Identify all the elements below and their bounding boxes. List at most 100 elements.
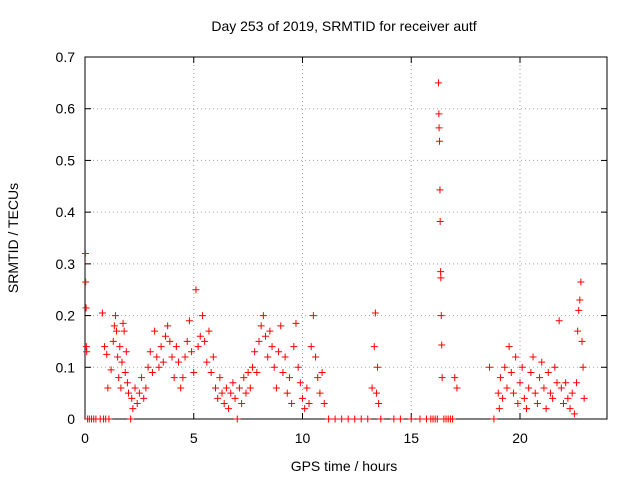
- data-point: [238, 399, 246, 407]
- data-point: [82, 304, 90, 312]
- data-point: [168, 353, 176, 361]
- data-point: [574, 327, 582, 335]
- data-point: [218, 389, 226, 397]
- data-point: [325, 415, 333, 423]
- data-point: [257, 322, 265, 330]
- data-point: [183, 337, 191, 345]
- data-point: [529, 353, 537, 361]
- data-point: [549, 394, 557, 402]
- data-point: [135, 389, 143, 397]
- data-point: [146, 348, 154, 356]
- data-point: [451, 374, 459, 382]
- data-point: [536, 374, 544, 382]
- data-point: [266, 327, 274, 335]
- data-point: [309, 312, 317, 320]
- data-point: [188, 348, 196, 356]
- y-tick-label: 0.4: [56, 204, 76, 220]
- data-point: [370, 343, 378, 351]
- data-point: [407, 415, 415, 423]
- data-point: [129, 405, 137, 413]
- data-point: [320, 399, 328, 407]
- data-point: [551, 363, 559, 371]
- data-point: [212, 384, 219, 392]
- data-point: [372, 389, 380, 397]
- y-tick-label: 0.1: [56, 359, 76, 375]
- data-point: [505, 343, 513, 351]
- x-tick-label: 10: [295, 430, 311, 446]
- data-point: [305, 399, 313, 407]
- data-point: [512, 353, 520, 361]
- data-point: [281, 353, 289, 361]
- data-point: [516, 379, 524, 387]
- data-point: [196, 332, 204, 340]
- data-point: [105, 415, 113, 423]
- data-point: [253, 368, 261, 376]
- data-point: [264, 353, 272, 361]
- data-point: [203, 358, 211, 366]
- data-point: [503, 384, 511, 392]
- data-point: [555, 317, 563, 325]
- data-point: [181, 353, 189, 361]
- data-points: [81, 79, 588, 423]
- data-point: [121, 368, 129, 376]
- data-point: [578, 337, 586, 345]
- data-point: [177, 384, 185, 392]
- data-point: [222, 384, 230, 392]
- data-point: [416, 415, 424, 423]
- data-point: [368, 384, 376, 392]
- data-point: [518, 363, 526, 371]
- data-point: [344, 415, 352, 423]
- data-point: [114, 353, 122, 361]
- y-tick-label: 0.7: [56, 49, 76, 65]
- data-point: [331, 415, 339, 423]
- data-point: [166, 337, 174, 345]
- data-point: [318, 368, 326, 376]
- data-point: [198, 312, 206, 320]
- data-point: [496, 374, 504, 382]
- data-point: [303, 384, 311, 392]
- data-point: [377, 415, 385, 423]
- data-point: [207, 368, 215, 376]
- data-point: [436, 217, 444, 225]
- data-point: [575, 306, 583, 314]
- chart-title: Day 253 of 2019, SRMTID for receiver aut…: [211, 18, 476, 34]
- data-point: [161, 332, 169, 340]
- data-point: [486, 363, 494, 371]
- data-point: [142, 384, 150, 392]
- data-point: [437, 274, 445, 282]
- x-tick-label: 15: [403, 430, 419, 446]
- y-tick-label: 0: [67, 411, 75, 427]
- data-point: [292, 319, 300, 327]
- data-point: [201, 337, 209, 345]
- data-point: [499, 394, 507, 402]
- data-point: [553, 379, 561, 387]
- data-point: [568, 389, 576, 397]
- data-point: [580, 394, 588, 402]
- data-point: [111, 312, 119, 320]
- data-point: [157, 343, 165, 351]
- data-point: [375, 399, 383, 407]
- data-point: [179, 374, 187, 382]
- data-point: [244, 368, 252, 376]
- data-point: [436, 186, 444, 194]
- data-point: [229, 379, 237, 387]
- data-point: [438, 374, 446, 382]
- data-point: [110, 322, 118, 330]
- data-point: [299, 394, 306, 402]
- data-point: [520, 394, 528, 402]
- data-point: [576, 296, 584, 304]
- grid: [85, 57, 607, 419]
- data-point: [233, 415, 241, 423]
- y-tick-label: 0.6: [56, 101, 76, 117]
- data-point: [214, 394, 222, 402]
- data-point: [185, 317, 193, 325]
- y-tick-label: 0.5: [56, 152, 76, 168]
- y-tick-label: 0.2: [56, 308, 76, 324]
- data-point: [351, 415, 359, 423]
- data-point: [164, 322, 172, 330]
- data-point: [131, 384, 139, 392]
- data-point: [540, 384, 548, 392]
- data-point: [115, 374, 123, 382]
- data-point: [127, 415, 135, 423]
- data-point: [301, 405, 309, 413]
